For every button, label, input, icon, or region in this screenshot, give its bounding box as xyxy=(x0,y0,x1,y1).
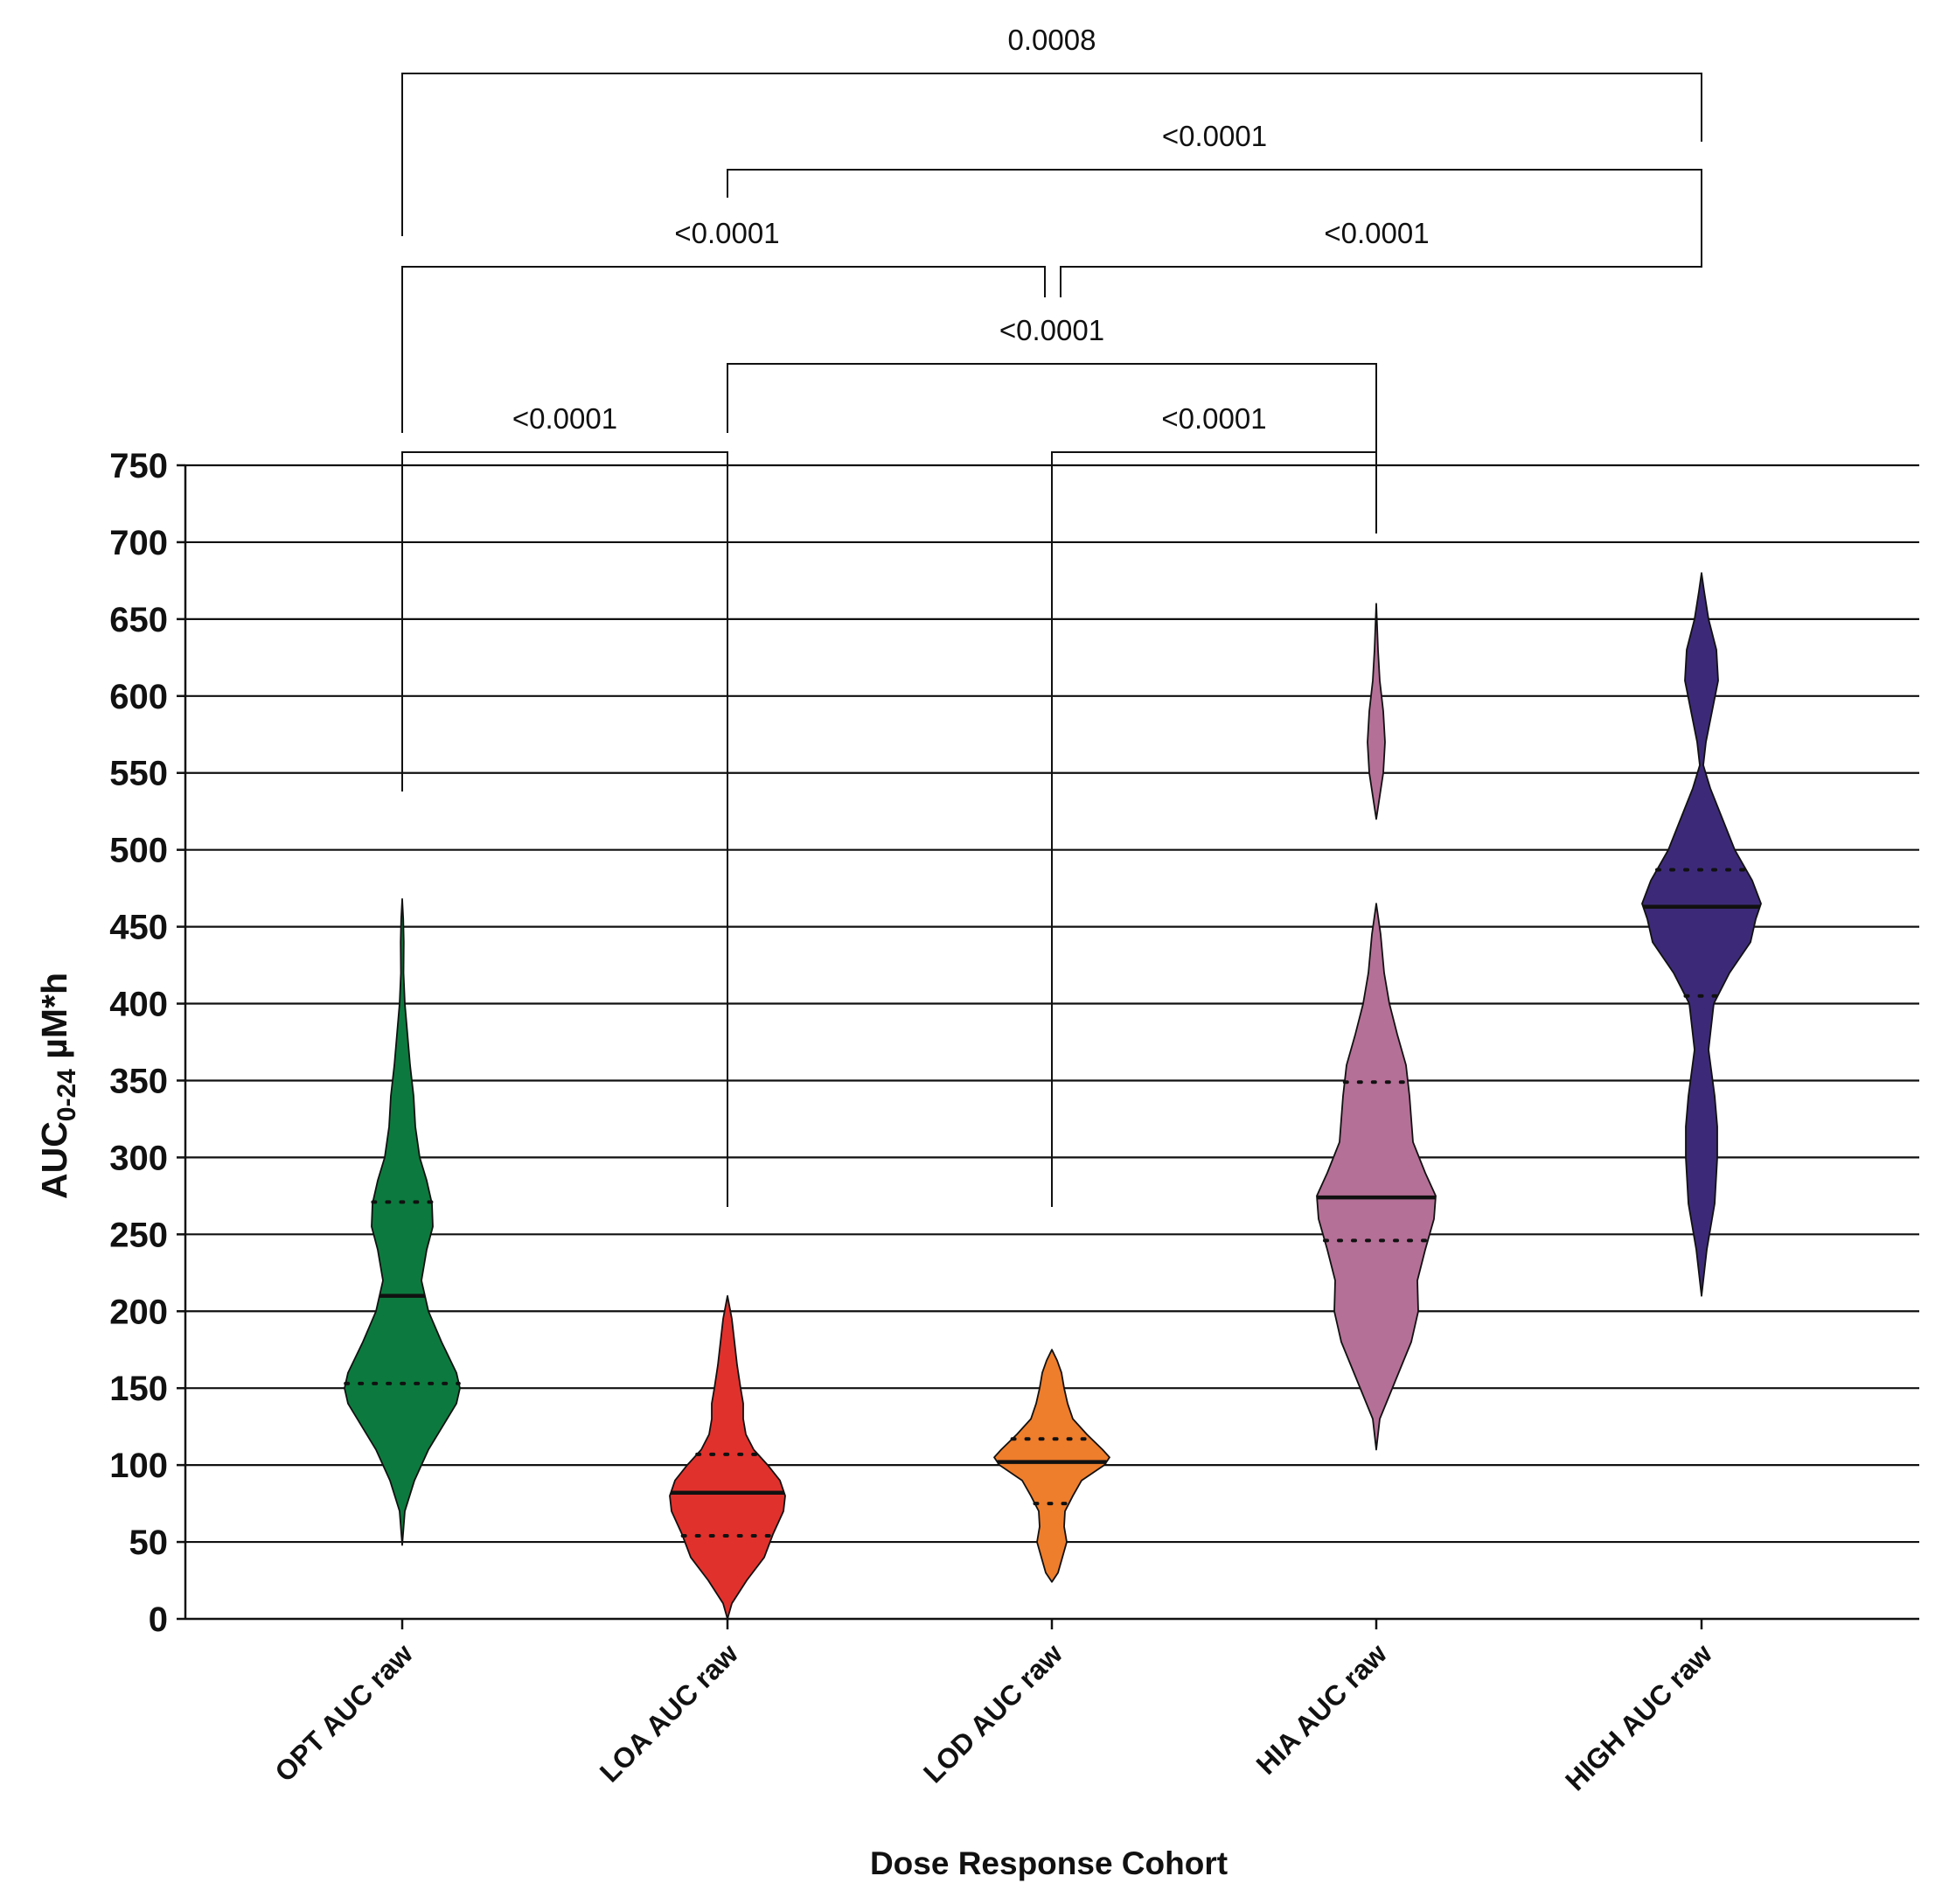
significance-bracket: <0.0001 xyxy=(727,120,1702,236)
y-tick-label: 250 xyxy=(109,1216,168,1254)
y-tick-label: 400 xyxy=(109,986,168,1024)
y-tick-label: 150 xyxy=(109,1370,168,1408)
y-tick-label: 600 xyxy=(109,678,168,716)
violin-2 xyxy=(669,1294,786,1620)
x-tick-label: LOA AUC raw xyxy=(594,1637,744,1788)
y-tick-label: 0 xyxy=(149,1601,168,1639)
significance-bracket: 0.0008 xyxy=(401,24,1702,236)
bracket-line xyxy=(1051,451,1377,1207)
bracket-line xyxy=(1060,236,1702,297)
y-tick-label: 500 xyxy=(109,832,168,870)
bracket-line xyxy=(401,451,728,1207)
y-tick-label: 350 xyxy=(109,1062,168,1100)
y-axis-title-unit: µM*h xyxy=(34,973,74,1069)
x-tick-label: LOD AUC raw xyxy=(917,1637,1068,1789)
p-value-label: <0.0001 xyxy=(999,314,1104,346)
bracket-line xyxy=(727,169,1702,236)
significance-bracket: <0.0001 xyxy=(1051,402,1377,1207)
p-value-label: <0.0001 xyxy=(674,217,779,249)
violin-4 xyxy=(1316,603,1437,1451)
y-tick-label: 450 xyxy=(109,909,168,947)
y-tick-label: 700 xyxy=(109,524,168,562)
violin-body xyxy=(1316,903,1437,1451)
violin-body xyxy=(993,1349,1110,1583)
y-axis-title-subscript: 0-24 xyxy=(52,1069,81,1121)
x-tick-label: HIGH AUC raw xyxy=(1559,1637,1718,1796)
y-tick-label: 650 xyxy=(109,601,168,639)
significance-brackets: <0.0001 <0.0001 <0.0001 <0.0001 <0.0001 <0.00… xyxy=(401,24,1702,1207)
p-value-label: 0.0008 xyxy=(1008,24,1096,56)
violins xyxy=(344,572,1762,1620)
violin-body xyxy=(1367,603,1386,820)
x-ticks: OPT AUC raw LOA AUC raw LOD AUC raw HIA AUC… xyxy=(268,1619,1718,1796)
x-axis-title: Dose Response Cohort xyxy=(870,1845,1228,1881)
x-tick-label: OPT AUC raw xyxy=(268,1637,419,1788)
bracket-line xyxy=(401,266,1046,433)
violin-body xyxy=(344,898,461,1546)
significance-bracket: <0.0001 xyxy=(401,402,728,1207)
y-ticks: 0 50 100 150 200 250 300 350 400 450 500 550 600 650 7… xyxy=(109,447,185,1639)
significance-bracket: <0.0001 xyxy=(727,314,1377,534)
y-axis-title-main: AUC xyxy=(34,1121,74,1199)
significance-bracket: <0.0001 xyxy=(401,217,1046,433)
y-tick-label: 550 xyxy=(109,755,168,793)
bracket-line xyxy=(727,363,1377,534)
y-axis-title: AUC0-24 µM*h xyxy=(34,973,81,1199)
x-tick-label: HIA AUC raw xyxy=(1250,1637,1393,1780)
p-value-label: <0.0001 xyxy=(512,402,617,435)
p-value-label: <0.0001 xyxy=(1324,217,1429,249)
bracket-line xyxy=(401,73,1702,236)
y-tick-label: 750 xyxy=(109,447,168,485)
violin-body xyxy=(669,1294,786,1620)
p-value-label: <0.0001 xyxy=(1161,402,1266,435)
y-tick-label: 300 xyxy=(109,1139,168,1177)
violin-body xyxy=(1641,572,1762,1297)
y-tick-label: 50 xyxy=(129,1524,169,1562)
significance-bracket: <0.0001 xyxy=(1060,217,1702,297)
y-tick-label: 200 xyxy=(109,1293,168,1331)
violin-5 xyxy=(1641,572,1762,1297)
p-value-label: <0.0001 xyxy=(1162,120,1267,152)
y-tick-label: 100 xyxy=(109,1447,168,1485)
violin-1 xyxy=(344,898,461,1546)
violin-3 xyxy=(993,1349,1110,1583)
